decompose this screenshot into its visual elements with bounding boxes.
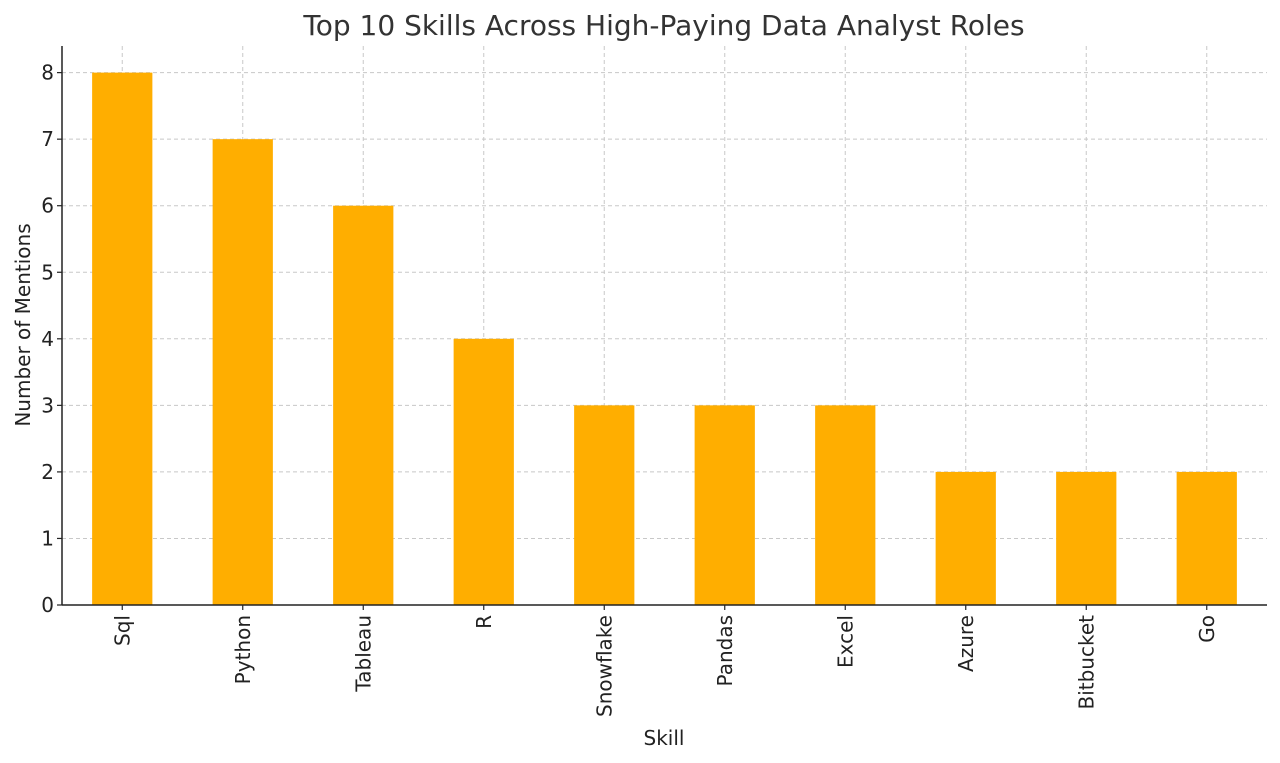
bar-bitbucket [1056,471,1117,605]
y-tick-label: 1 [41,526,54,550]
x-tick-label-snowflake: Snowflake [592,615,616,717]
y-tick-label: 8 [41,61,54,85]
y-tick-label: 6 [41,194,54,218]
bar-go [1176,471,1237,605]
y-tick-label: 2 [41,460,54,484]
y-tick-label: 7 [41,127,54,151]
x-tick-label-bitbucket: Bitbucket [1074,615,1098,710]
x-axis-ticks: Sql Python Tableau R Snowflake Pandas Excel Azu… [110,605,1219,717]
bar-azure [935,471,996,605]
bar-snowflake [574,405,635,605]
bar-r [453,338,514,605]
y-tick-label: 3 [41,393,54,417]
bars [92,72,1237,606]
x-axis-label: Skill [644,726,685,750]
x-tick-label-excel: Excel [833,615,857,668]
y-tick-label: 5 [41,260,54,284]
x-tick-label-azure: Azure [954,615,978,672]
chart-title: Top 10 Skills Across High-Paying Data An… [302,9,1024,42]
x-tick-label-tableau: Tableau [351,615,375,693]
y-axis-ticks: 0 1 2 3 4 5 6 7 8 [41,61,62,617]
y-tick-label: 0 [41,593,54,617]
bar-pandas [694,405,755,605]
x-tick-label-pandas: Pandas [713,615,737,686]
x-tick-label-sql: Sql [110,615,134,646]
bar-tableau [333,205,394,605]
y-tick-label: 4 [41,327,54,351]
y-axis-label: Number of Mentions [11,223,35,426]
x-tick-label-go: Go [1195,615,1219,643]
bar-sql [92,72,153,606]
bar-excel [815,405,876,605]
x-tick-label-python: Python [231,615,255,684]
bar-python [212,139,273,605]
x-tick-label-r: R [472,615,496,629]
